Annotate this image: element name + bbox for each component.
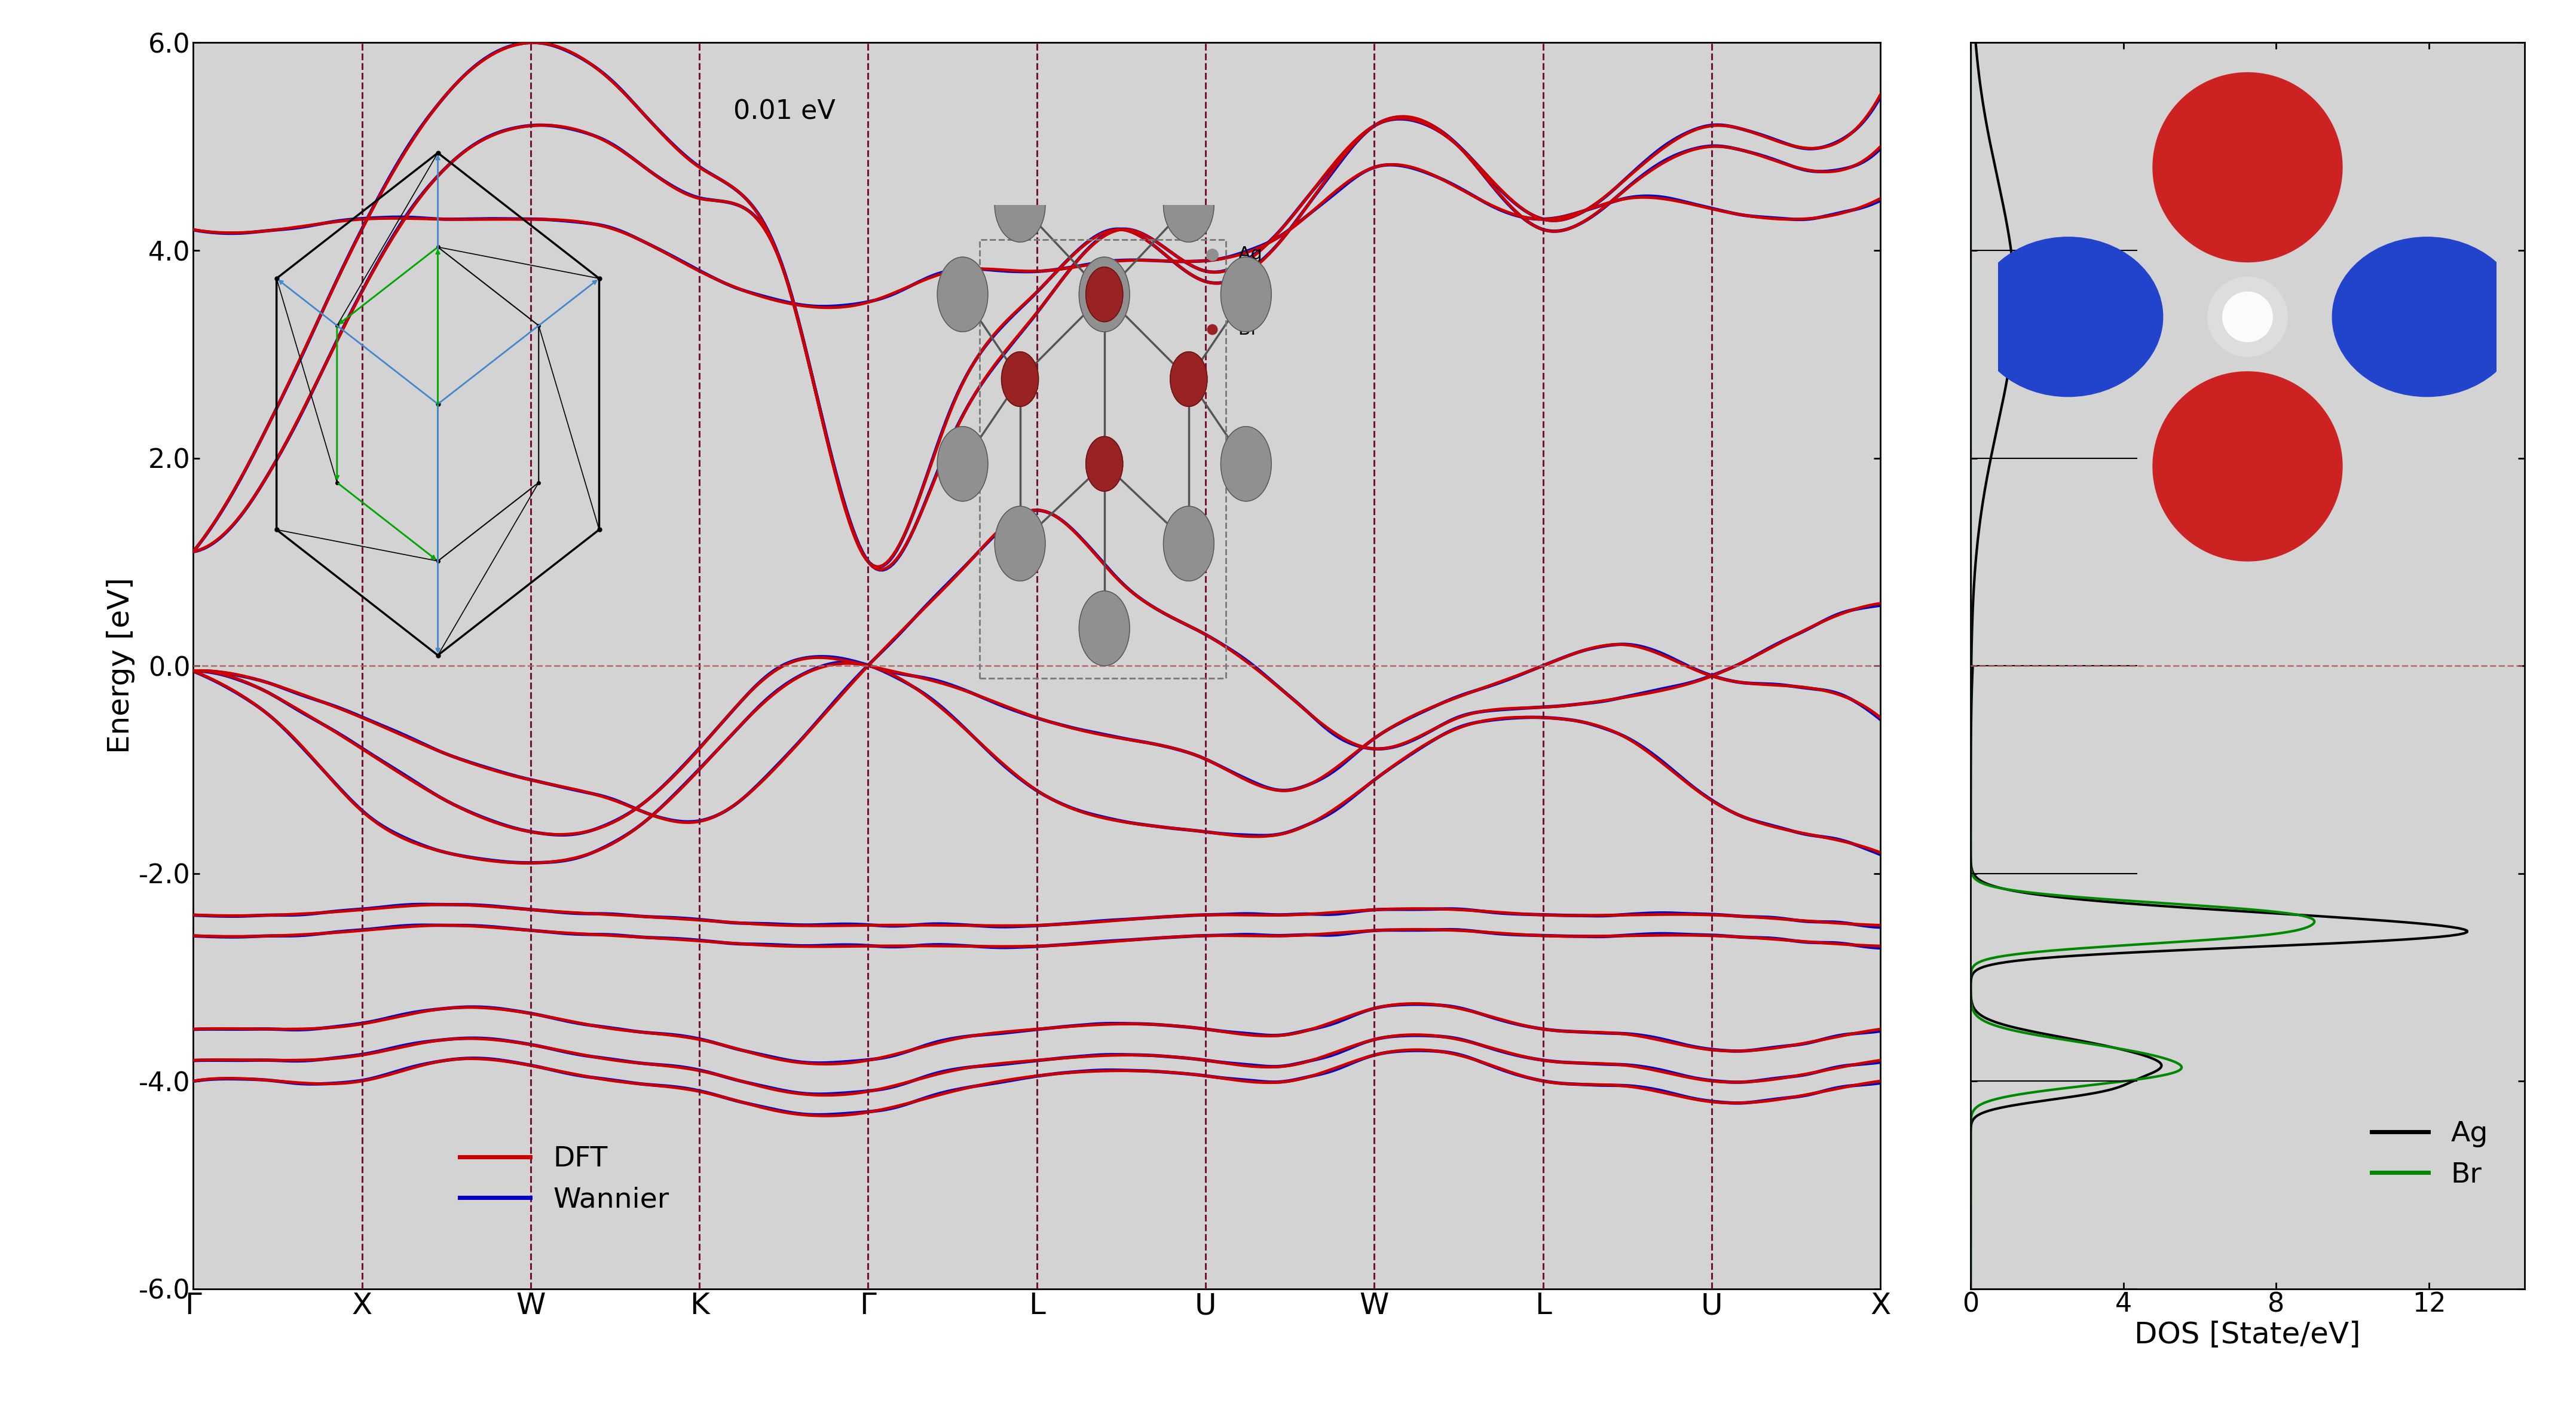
Line: Ag: Ag bbox=[1971, 43, 2468, 1289]
Br bbox=[1955, 286, 1986, 303]
Br bbox=[1955, 1153, 1986, 1171]
Br bbox=[1955, 776, 1986, 793]
Br bbox=[1955, 309, 1986, 326]
Br bbox=[1955, 424, 1986, 441]
Br bbox=[1955, 1280, 1986, 1297]
Ag bbox=[1955, 732, 1986, 749]
Ag bbox=[1955, 776, 1986, 793]
Line: Br: Br bbox=[1971, 43, 2313, 1289]
Ag bbox=[1999, 286, 2030, 303]
X-axis label: DOS [State/eV]: DOS [State/eV] bbox=[2136, 1320, 2360, 1350]
Ag bbox=[1960, 34, 1991, 51]
Text: 0.01 eV: 0.01 eV bbox=[734, 98, 835, 124]
Legend: DFT, Wannier: DFT, Wannier bbox=[448, 1135, 680, 1225]
Ag bbox=[1981, 424, 2012, 441]
Legend: Ag, Br: Ag, Br bbox=[2360, 1109, 2499, 1200]
Ag bbox=[1999, 309, 2030, 326]
Ag bbox=[1955, 1280, 1986, 1297]
Ag bbox=[1955, 1153, 1986, 1171]
Br bbox=[1955, 732, 1986, 749]
Y-axis label: Energy [eV]: Energy [eV] bbox=[106, 578, 134, 753]
Br bbox=[1955, 34, 1986, 51]
